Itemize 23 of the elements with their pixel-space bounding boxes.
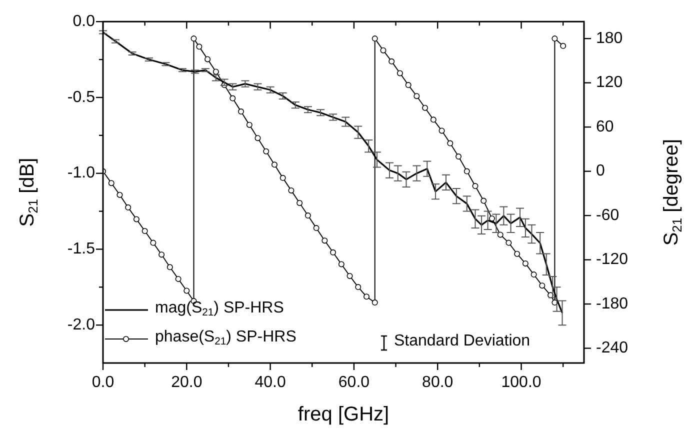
y2-tick-label: 0 bbox=[596, 162, 605, 180]
y-tick-label: -2.0 bbox=[67, 316, 96, 334]
y-tick-label: -1.5 bbox=[67, 240, 96, 258]
x-tick-label: 80.0 bbox=[422, 374, 454, 392]
y-tick-label: -1.0 bbox=[67, 164, 96, 182]
y-axis-title: S21 [dB] bbox=[16, 158, 41, 227]
y2-tick-label: -120 bbox=[596, 251, 628, 268]
y2-tick-label: -60 bbox=[596, 206, 620, 224]
y2-tick-label: -180 bbox=[596, 295, 628, 312]
y2-tick-label: 60 bbox=[596, 118, 614, 136]
x-tick-label: 0.0 bbox=[92, 374, 114, 392]
y-tick-label: -0.5 bbox=[67, 88, 96, 106]
y2-tick-label: 180 bbox=[596, 30, 623, 47]
x-tick-label: 40.0 bbox=[254, 374, 286, 392]
y-tick-label: 0.0 bbox=[72, 13, 96, 30]
x-tick-label: 60.0 bbox=[338, 374, 370, 392]
x-tick-label: 20.0 bbox=[171, 374, 202, 392]
y2-tick-label: 120 bbox=[596, 74, 623, 92]
x-tick-label: 100.0 bbox=[501, 374, 542, 392]
y2-axis-title: S21 [degree] bbox=[660, 138, 685, 246]
y2-tick-label: -240 bbox=[596, 340, 628, 357]
x-axis-title: freq [GHz] bbox=[298, 404, 390, 426]
annotation: Standard Deviation bbox=[394, 332, 530, 350]
